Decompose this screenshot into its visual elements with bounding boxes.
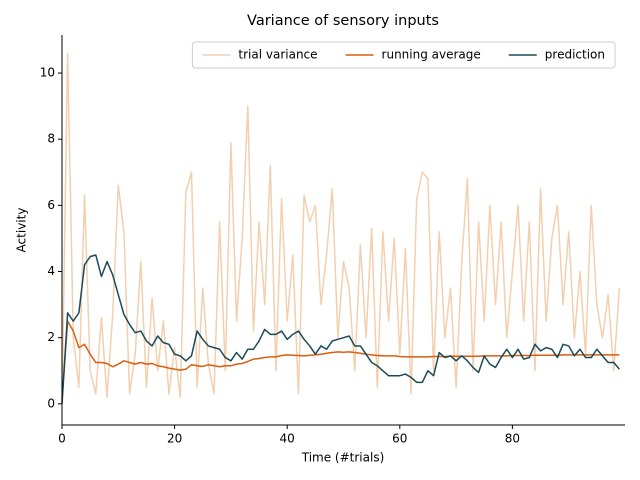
y-tick-label: 6 bbox=[47, 198, 55, 212]
line-series bbox=[61, 254, 620, 404]
y-tick-label: 4 bbox=[47, 264, 55, 278]
legend-label: prediction bbox=[545, 48, 605, 62]
legend: trial variance running average prediction bbox=[191, 41, 616, 69]
y-tick-label: 10 bbox=[40, 66, 55, 80]
x-tick-label: 20 bbox=[167, 432, 182, 446]
legend-item: prediction bbox=[508, 48, 605, 62]
legend-item: running average bbox=[345, 48, 481, 62]
x-tick-label: 80 bbox=[505, 432, 520, 446]
legend-label: trial variance bbox=[238, 48, 317, 62]
y-tick-label: 8 bbox=[47, 132, 55, 146]
line-series bbox=[61, 52, 621, 404]
line-series bbox=[61, 320, 620, 401]
y-tick-label: 2 bbox=[47, 330, 55, 344]
chart-title: Variance of sensory inputs bbox=[247, 13, 439, 29]
y-tick-label: 0 bbox=[47, 396, 55, 410]
legend-item: trial variance bbox=[202, 48, 318, 62]
y-axis-label: Activity bbox=[15, 208, 29, 253]
legend-label: running average bbox=[382, 48, 481, 62]
x-tick-label: 60 bbox=[392, 432, 407, 446]
x-tick-label: 0 bbox=[58, 432, 66, 446]
legend-frame bbox=[191, 41, 616, 69]
x-tick-label: 40 bbox=[280, 432, 295, 446]
x-axis-label: Time (#trials) bbox=[301, 451, 385, 465]
